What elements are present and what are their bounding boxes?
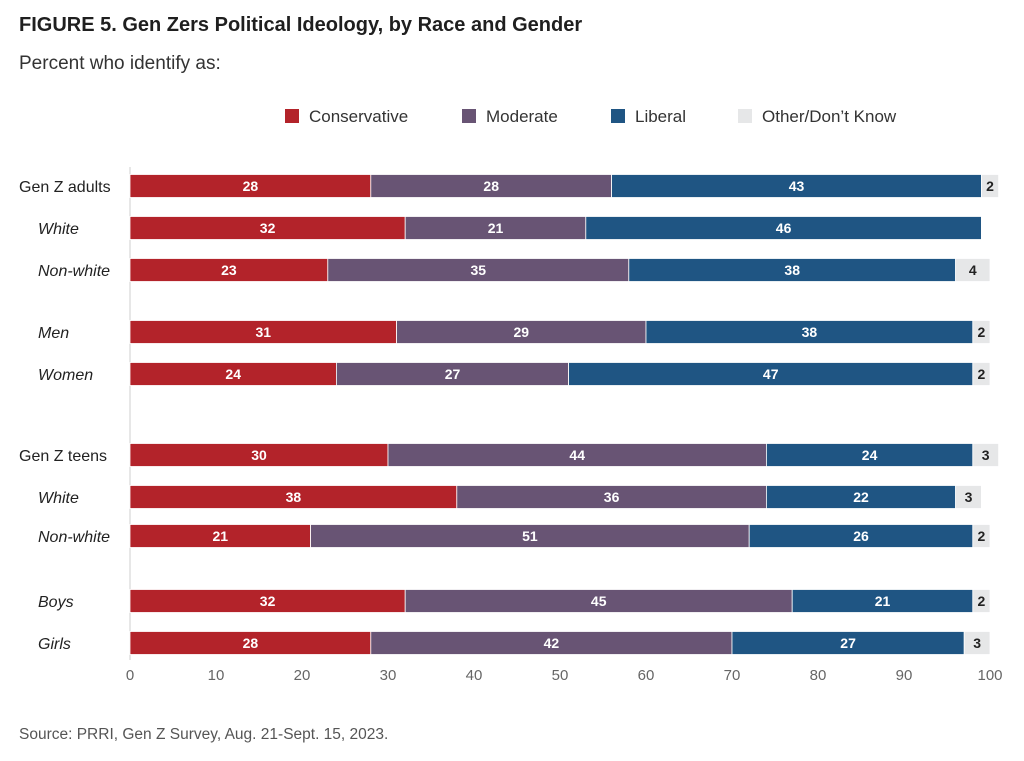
data-label-other-don-t-know: 4 bbox=[969, 262, 977, 278]
row-label: Girls bbox=[38, 636, 71, 653]
data-label-conservative: 21 bbox=[213, 528, 229, 544]
data-label-conservative: 28 bbox=[243, 635, 259, 651]
data-label-liberal: 47 bbox=[763, 366, 779, 382]
data-label-liberal: 38 bbox=[784, 262, 800, 278]
data-label-conservative: 31 bbox=[256, 324, 272, 340]
data-label-moderate: 44 bbox=[569, 447, 585, 463]
data-label-other-don-t-know: 3 bbox=[965, 489, 973, 505]
bar-other-don-t-know bbox=[972, 524, 991, 548]
legend-swatch-other-don-t-know bbox=[738, 109, 752, 123]
x-tick-label: 0 bbox=[126, 667, 134, 684]
legend-label-conservative: Conservative bbox=[309, 107, 408, 126]
data-label-moderate: 35 bbox=[471, 262, 487, 278]
data-label-liberal: 24 bbox=[862, 447, 878, 463]
bar-other-don-t-know bbox=[972, 589, 991, 613]
data-label-conservative: 30 bbox=[251, 447, 267, 463]
row-label: Boys bbox=[38, 594, 74, 611]
data-label-moderate: 21 bbox=[488, 220, 504, 236]
data-label-liberal: 22 bbox=[853, 489, 869, 505]
legend: Conservative Moderate Liberal Other/Don’t K… bbox=[285, 107, 897, 126]
bar-other-don-t-know bbox=[972, 320, 991, 344]
x-axis: 0 10 20 30 40 50 60 70 80 90 100 bbox=[126, 167, 1003, 684]
legend-label-other-don-t-know: Other/Don’t Know bbox=[762, 107, 897, 126]
x-tick-label: 60 bbox=[638, 667, 655, 684]
legend-swatch-liberal bbox=[611, 109, 625, 123]
data-label-conservative: 32 bbox=[260, 220, 276, 236]
data-label-liberal: 38 bbox=[802, 324, 818, 340]
source-note: Source: PRRI, Gen Z Survey, Aug. 21-Sept… bbox=[19, 726, 389, 743]
data-label-moderate: 28 bbox=[483, 178, 499, 194]
row-labels: Gen Z adults White Non-white Men Women Gen Z … bbox=[19, 179, 111, 653]
bar-other-don-t-know bbox=[963, 631, 991, 655]
legend-swatch-moderate bbox=[462, 109, 476, 123]
data-label-moderate: 36 bbox=[604, 489, 620, 505]
legend-label-liberal: Liberal bbox=[635, 107, 686, 126]
data-label-moderate: 27 bbox=[445, 366, 461, 382]
data-label-moderate: 29 bbox=[514, 324, 530, 340]
bar-other-don-t-know bbox=[981, 174, 1000, 198]
x-tick-label: 90 bbox=[896, 667, 913, 684]
bar-other-don-t-know bbox=[972, 443, 999, 467]
data-label-other-don-t-know: 3 bbox=[973, 635, 981, 651]
data-label-other-don-t-know: 2 bbox=[978, 324, 986, 340]
row-label: White bbox=[38, 490, 79, 507]
x-tick-label: 20 bbox=[294, 667, 311, 684]
data-label-conservative: 24 bbox=[225, 366, 241, 382]
x-tick-label: 50 bbox=[552, 667, 569, 684]
chart-subtitle: Percent who identify as: bbox=[19, 53, 221, 74]
row-label: Gen Z teens bbox=[19, 448, 107, 465]
x-tick-label: 10 bbox=[208, 667, 225, 684]
x-tick-label: 40 bbox=[466, 667, 483, 684]
data-label-other-don-t-know: 2 bbox=[978, 366, 986, 382]
data-label-other-don-t-know: 2 bbox=[978, 528, 986, 544]
row-label: Women bbox=[38, 367, 93, 384]
x-tick-label: 30 bbox=[380, 667, 397, 684]
chart-title: FIGURE 5. Gen Zers Political Ideology, b… bbox=[19, 14, 583, 36]
data-label-liberal: 27 bbox=[840, 635, 856, 651]
data-label-liberal: 43 bbox=[789, 178, 805, 194]
data-label-other-don-t-know: 3 bbox=[982, 447, 990, 463]
row-label: White bbox=[38, 221, 79, 238]
bar-other-don-t-know bbox=[972, 362, 991, 386]
x-tick-label: 80 bbox=[810, 667, 827, 684]
bar-other-don-t-know bbox=[955, 485, 982, 509]
x-tick-label: 100 bbox=[977, 667, 1002, 684]
bar-other-don-t-know bbox=[955, 258, 991, 282]
data-label-moderate: 51 bbox=[522, 528, 538, 544]
data-label-liberal: 21 bbox=[875, 593, 891, 609]
data-label-conservative: 38 bbox=[286, 489, 302, 505]
data-label-moderate: 42 bbox=[544, 635, 560, 651]
x-tick-label: 70 bbox=[724, 667, 741, 684]
bar-liberal bbox=[585, 216, 982, 240]
row-label: Non-white bbox=[38, 529, 110, 546]
data-label-other-don-t-know: 2 bbox=[978, 593, 986, 609]
data-label-conservative: 32 bbox=[260, 593, 276, 609]
data-label-moderate: 45 bbox=[591, 593, 607, 609]
row-label: Gen Z adults bbox=[19, 179, 111, 196]
row-label: Men bbox=[38, 325, 69, 342]
row-label: Non-white bbox=[38, 263, 110, 280]
data-label-conservative: 23 bbox=[221, 262, 237, 278]
data-label-liberal: 46 bbox=[776, 220, 792, 236]
data-label-other-don-t-know: 2 bbox=[986, 178, 994, 194]
data-label-conservative: 28 bbox=[243, 178, 259, 194]
data-label-liberal: 26 bbox=[853, 528, 869, 544]
legend-label-moderate: Moderate bbox=[486, 107, 558, 126]
legend-swatch-conservative bbox=[285, 109, 299, 123]
